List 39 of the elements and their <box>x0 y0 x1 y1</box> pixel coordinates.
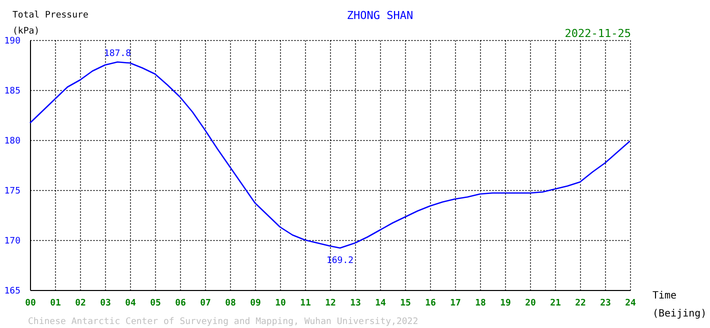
y-tick-label: 165 <box>4 286 20 296</box>
x-tick-label: 20 <box>525 298 536 308</box>
x-tick-label: 15 <box>400 298 411 308</box>
chart-title: ZHONG SHAN <box>346 9 414 22</box>
x-tick-label: 13 <box>350 298 361 308</box>
x-tick-label: 24 <box>625 298 636 308</box>
x-tick-label: 11 <box>300 298 311 308</box>
x-tick-label: 01 <box>50 298 61 308</box>
x-tick-label: 04 <box>125 298 136 308</box>
x-tick-label: 12 <box>325 298 336 308</box>
y-tick-label: 185 <box>4 86 20 96</box>
x-tick-label: 03 <box>100 298 111 308</box>
y-tick-label: 180 <box>4 136 20 146</box>
x-tick-label: 17 <box>450 298 461 308</box>
x-tick-label: 19 <box>500 298 511 308</box>
text: Chinese Antarctic Center of Surveying and Mapping, Wuhan University,2022 <box>28 317 418 327</box>
y-tick-label: 170 <box>4 236 20 246</box>
x-tick-label: 22 <box>575 298 586 308</box>
y-tick-label: 190 <box>4 36 20 46</box>
x-tick-label: 16 <box>425 298 436 308</box>
x-tick-label: 00 <box>25 298 36 308</box>
annotation: 169.2 <box>326 256 354 266</box>
y-axis-title: Total Pressure (kPa) <box>12 10 88 36</box>
line-series <box>29 61 631 249</box>
chart-subtitle: 2022-11-25 <box>564 27 631 40</box>
x-tick-label: 07 <box>200 298 211 308</box>
x-tick-label: 02 <box>75 298 86 308</box>
x-tick-label: 18 <box>475 298 486 308</box>
annotation: 187.8 <box>104 49 132 59</box>
x-tick-label: 06 <box>175 298 186 308</box>
x-axis-title: Time (Beijing) <box>652 290 707 320</box>
x-tick-label: 09 <box>250 298 261 308</box>
x-tick-label: 21 <box>550 298 561 308</box>
x-tick-label: 10 <box>275 298 286 308</box>
x-tick-label: 23 <box>600 298 611 308</box>
x-tick-label: 05 <box>150 298 161 308</box>
x-tick-label: 08 <box>225 298 236 308</box>
x-tick-label: 14 <box>375 298 386 308</box>
y-tick-label: 175 <box>4 186 20 196</box>
